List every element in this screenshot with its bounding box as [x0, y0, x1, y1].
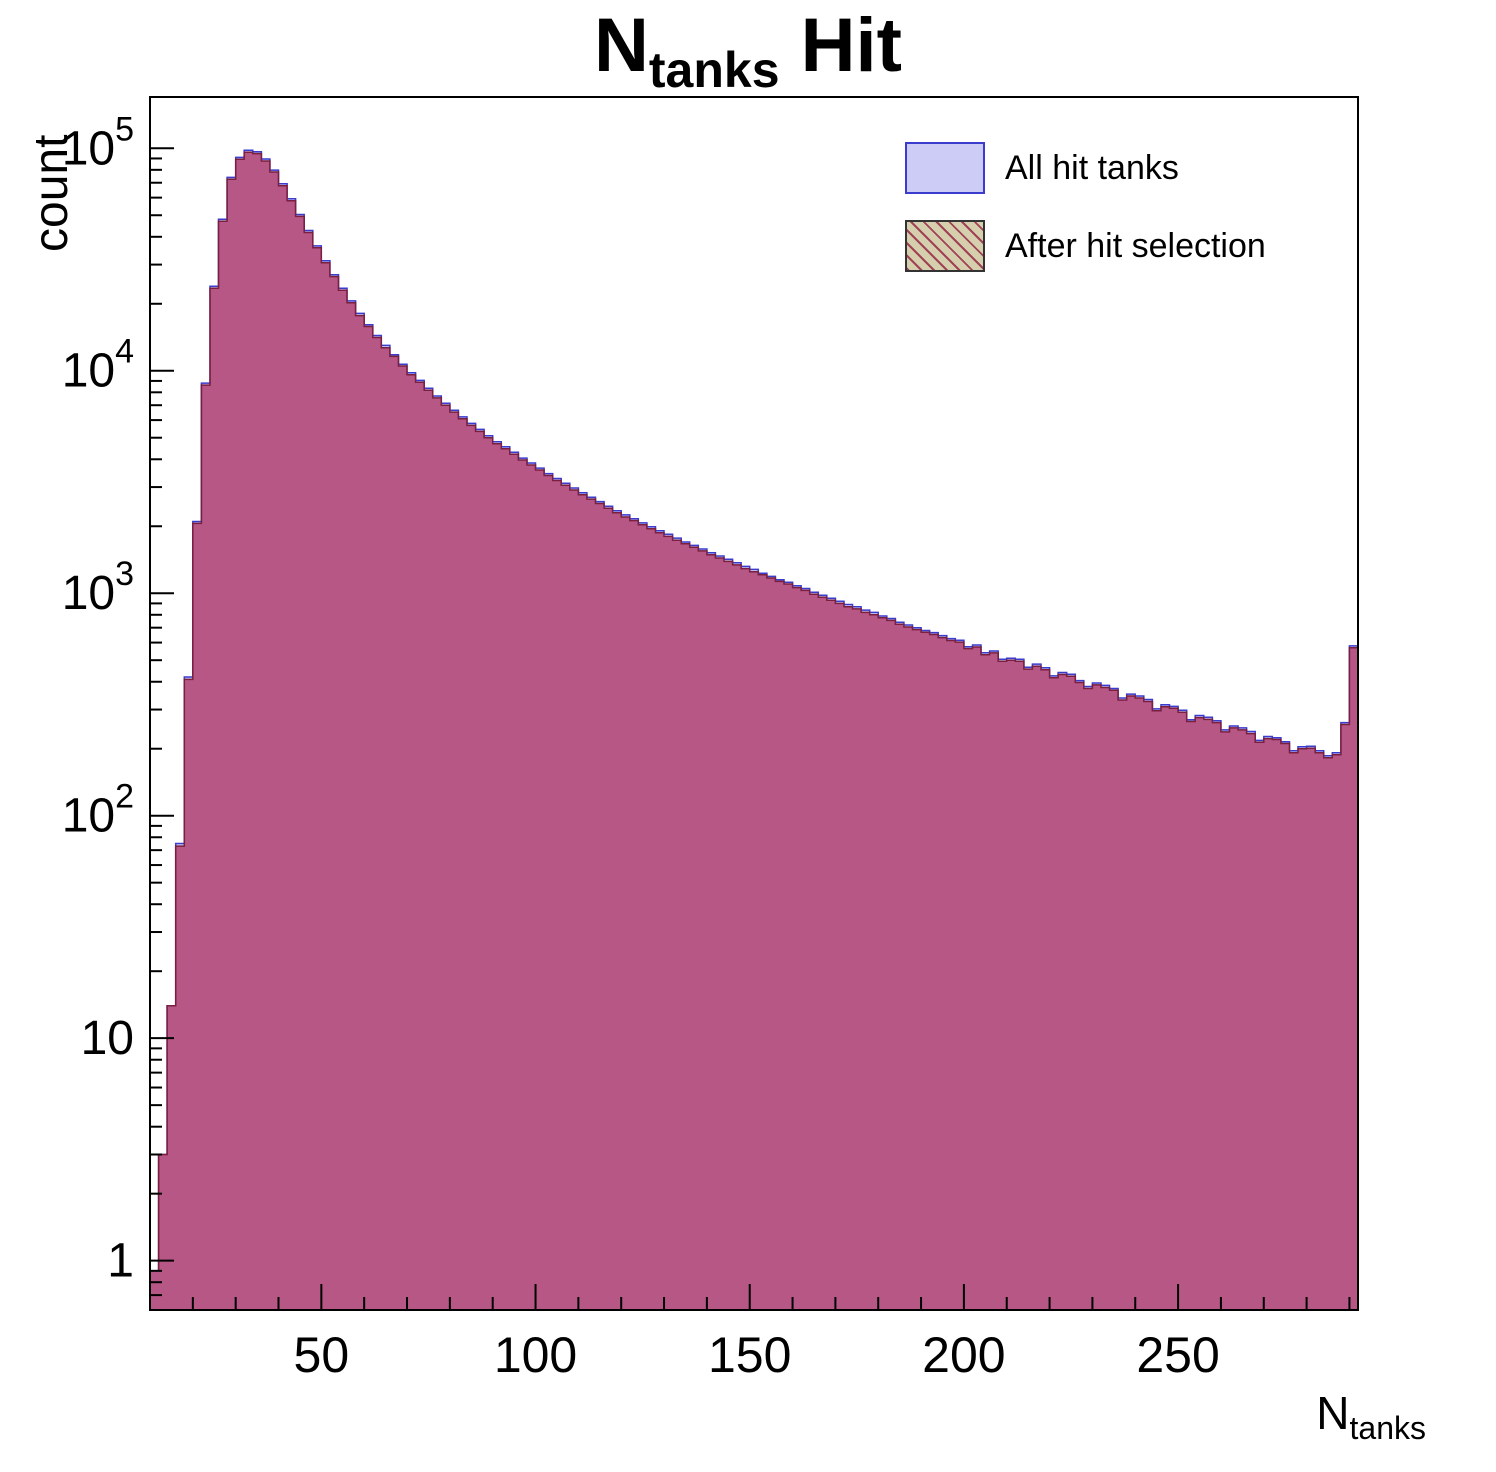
y-tick-label: 1 — [107, 1235, 134, 1288]
x-axis-label-prefix: N — [1316, 1387, 1350, 1439]
y-axis-label: count — [25, 134, 78, 252]
chart-title: Ntanks Hit — [0, 2, 1496, 99]
chart-title-subscript: tanks — [648, 42, 780, 99]
y-tick-label: 103 — [62, 555, 134, 620]
legend-label-all-hit-tanks: All hit tanks — [1005, 148, 1179, 187]
legend: All hit tanks After hit selection — [905, 142, 1266, 272]
y-tick-label: 105 — [62, 110, 134, 175]
plot-frame — [149, 96, 1359, 1311]
x-tick-label: 50 — [294, 1327, 350, 1383]
x-tick-label: 250 — [1136, 1327, 1219, 1383]
y-tick-label: 10 — [81, 1012, 134, 1065]
y-tick-label: 104 — [62, 333, 134, 398]
chart-title-suffix: Hit — [779, 3, 902, 88]
legend-entry-after-hit-selection: After hit selection — [905, 220, 1266, 272]
x-axis-label-subscript: tanks — [1349, 1410, 1426, 1447]
x-tick-label: 200 — [922, 1327, 1005, 1383]
series-1-histogram — [149, 151, 1359, 1311]
legend-entry-all-hit-tanks: All hit tanks — [905, 142, 1266, 194]
x-tick-label: 100 — [494, 1327, 577, 1383]
legend-label-after-hit-selection: After hit selection — [1005, 226, 1266, 265]
chart-title-prefix: N — [594, 3, 649, 88]
legend-swatch-after-hit-selection — [905, 220, 985, 272]
y-tick-label: 102 — [62, 778, 134, 843]
legend-swatch-all-hit-tanks — [905, 142, 985, 194]
x-tick-label: 150 — [708, 1327, 791, 1383]
x-axis-label: Ntanks — [1316, 1386, 1426, 1447]
